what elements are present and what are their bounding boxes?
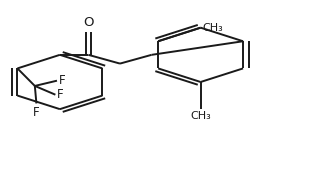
Text: O: O — [83, 16, 93, 29]
Text: F: F — [33, 106, 40, 119]
Text: F: F — [57, 88, 63, 101]
Text: CH₃: CH₃ — [190, 111, 211, 121]
Text: CH₃: CH₃ — [202, 23, 223, 33]
Text: F: F — [59, 74, 65, 87]
